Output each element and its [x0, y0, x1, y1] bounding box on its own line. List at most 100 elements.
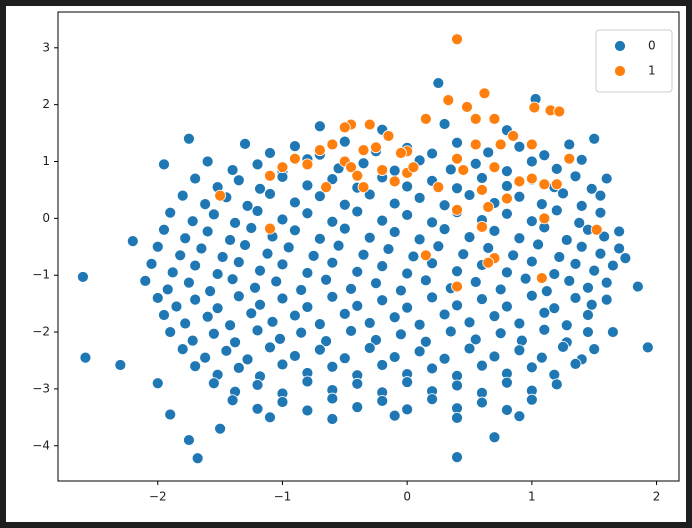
legend-label: 0 [648, 39, 656, 53]
scatter-point [600, 276, 613, 289]
scatter-point [357, 181, 370, 193]
scatter-point [457, 164, 470, 176]
scatter-point [320, 181, 333, 193]
scatter-point [560, 234, 573, 246]
y-tick-label: −4 [32, 438, 50, 452]
scatter-point [395, 284, 407, 297]
scatter-point [276, 292, 289, 305]
scatter-point [232, 290, 245, 303]
scatter-point [488, 350, 501, 363]
scatter-point [476, 293, 488, 305]
scatter-point [214, 189, 227, 202]
scatter-point [432, 77, 445, 89]
scatter-point [313, 232, 326, 245]
scatter-point [139, 274, 152, 287]
scatter-point [540, 285, 553, 298]
scatter-point [207, 208, 220, 221]
scatter-point [254, 182, 266, 195]
scatter-point [376, 214, 389, 227]
scatter-point [476, 396, 488, 409]
x-tick-label: −2 [149, 490, 167, 504]
scatter-point [251, 205, 264, 217]
scatter-point [179, 317, 192, 330]
scatter-point [419, 274, 432, 287]
scatter-point [525, 138, 538, 151]
scatter-point [245, 222, 258, 234]
scatter-point [326, 290, 339, 303]
scatter-point [251, 402, 264, 415]
scatter-point [594, 206, 607, 219]
scatter-point [189, 360, 202, 373]
scatter-point [241, 199, 254, 212]
x-tick-label: −1 [274, 490, 292, 504]
scatter-point [426, 216, 438, 229]
scatter-point [451, 203, 463, 216]
scatter-point [426, 393, 438, 406]
scatter-point [476, 172, 488, 184]
scatter-point [264, 169, 276, 182]
scatter-point [388, 311, 401, 324]
scatter-point [201, 225, 214, 238]
scatter-point [220, 344, 233, 357]
scatter-point [338, 135, 351, 148]
scatter-point [114, 359, 127, 371]
scatter-point [295, 326, 308, 339]
scatter-point [613, 242, 626, 255]
legend-label: 1 [648, 64, 656, 78]
scatter-point [307, 249, 320, 262]
scatter-point [251, 379, 264, 391]
scatter-point [295, 284, 308, 296]
scatter-point [594, 189, 607, 202]
scatter-point [501, 180, 513, 192]
scatter-point [488, 224, 501, 237]
scatter-point [264, 411, 276, 424]
scatter-point [261, 247, 274, 260]
scatter-point [494, 283, 507, 296]
scatter-point [513, 175, 526, 188]
scatter-point [161, 283, 174, 296]
scatter-point [301, 207, 314, 220]
scatter-point [451, 182, 463, 195]
scatter-point [463, 189, 476, 201]
scatter-point [585, 298, 598, 311]
scatter-point [461, 101, 473, 113]
scatter-point [469, 276, 482, 288]
scatter-point [585, 182, 598, 195]
scatter-point [401, 301, 414, 314]
scatter-point [320, 335, 333, 348]
scatter-point [426, 362, 438, 375]
scatter-point [451, 299, 463, 312]
scatter-point [532, 238, 544, 251]
scatter-point [301, 404, 314, 417]
scatter-point [357, 248, 370, 261]
scatter-point [274, 332, 286, 345]
scatter-point [563, 152, 576, 165]
scatter-point [326, 392, 339, 405]
axes-frame [57, 11, 680, 482]
scatter-point [607, 259, 619, 272]
scatter-point [183, 132, 195, 145]
scatter-point [590, 223, 603, 236]
scatter-point [631, 280, 644, 293]
scatter-point [476, 220, 488, 233]
scatter-point [239, 239, 251, 251]
scatter-point [550, 204, 563, 217]
scatter-point [145, 257, 158, 270]
scatter-point [388, 351, 401, 363]
scatter-point [320, 273, 333, 286]
scatter-point [226, 394, 239, 407]
y-tick-label: −1 [32, 268, 50, 282]
scatter-point [183, 434, 195, 446]
scatter-point [569, 292, 582, 304]
scatter-point [254, 298, 266, 311]
scatter-point [463, 231, 476, 244]
scatter-point [469, 112, 482, 125]
scatter-point [557, 340, 569, 353]
scatter-point [226, 273, 239, 286]
scatter-point [438, 118, 451, 130]
scatter-point [451, 451, 463, 464]
scatter-point [438, 308, 451, 321]
scatter-point [382, 130, 395, 142]
scatter-point [419, 249, 432, 262]
y-tick-label: −3 [32, 381, 50, 395]
